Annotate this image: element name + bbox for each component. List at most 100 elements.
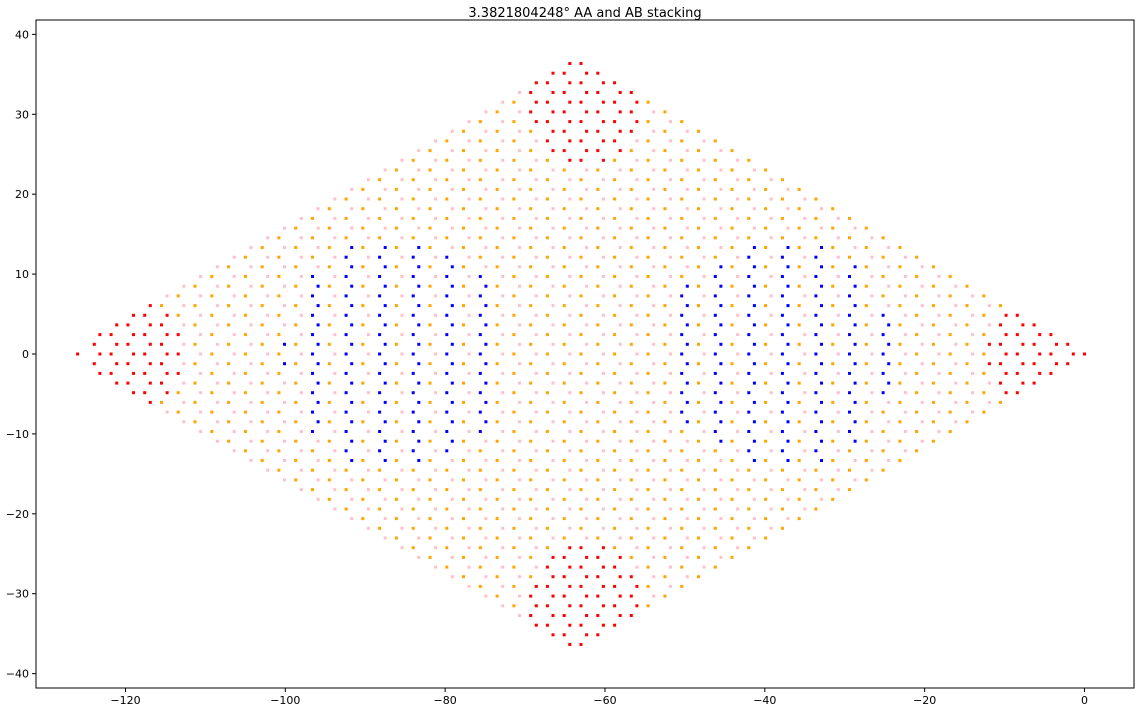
data-point-orange — [512, 488, 516, 492]
data-point-blue — [350, 304, 354, 308]
data-point-blue — [820, 265, 823, 269]
data-point-pink — [601, 410, 605, 414]
data-point-pink — [752, 517, 756, 521]
data-point-blue — [417, 459, 421, 462]
data-point-orange — [697, 478, 700, 482]
data-point-orange — [428, 284, 432, 288]
data-point-blue — [853, 420, 857, 424]
data-point-pink — [299, 410, 303, 414]
data-point-pink — [215, 400, 219, 404]
data-point-blue — [881, 352, 885, 356]
data-point-pink — [484, 459, 488, 462]
data-point-pink — [518, 187, 521, 191]
data-point-red — [160, 323, 163, 327]
data-point-pink — [283, 478, 286, 482]
data-point-orange — [176, 391, 180, 395]
data-point-pink — [417, 478, 421, 482]
data-point-pink — [702, 139, 706, 143]
data-point-blue — [383, 400, 387, 404]
chart-title: 3.3821804248° AA and AB stacking — [468, 6, 701, 21]
data-point-pink — [920, 265, 924, 269]
data-point-pink — [333, 468, 337, 472]
data-point-orange — [361, 226, 365, 230]
data-point-pink — [870, 236, 874, 240]
data-point-orange — [613, 158, 617, 162]
data-point-orange — [579, 468, 583, 472]
data-point-orange — [243, 294, 247, 298]
data-point-red — [160, 342, 163, 346]
data-point-orange — [697, 400, 700, 404]
data-point-pink — [836, 255, 840, 259]
data-point-pink — [736, 391, 740, 395]
data-point-orange — [697, 129, 700, 133]
data-point-pink — [954, 304, 958, 308]
data-point-orange — [764, 168, 768, 172]
data-point-orange — [311, 236, 314, 240]
data-point-blue — [820, 284, 823, 288]
data-point-pink — [215, 304, 219, 308]
data-point-red — [629, 575, 633, 579]
data-point-orange — [730, 149, 734, 153]
data-point-orange — [629, 400, 633, 404]
data-point-pink — [736, 546, 740, 550]
data-point-red — [148, 362, 152, 366]
data-point-orange — [327, 342, 331, 346]
data-point-orange — [294, 439, 298, 443]
data-point-pink — [283, 420, 286, 424]
data-point-orange — [663, 420, 667, 424]
data-point-pink — [585, 226, 589, 230]
data-point-red — [551, 129, 555, 133]
data-point-pink — [769, 430, 773, 433]
data-point-red — [585, 614, 589, 617]
data-point-pink — [669, 430, 672, 433]
data-point-orange — [613, 216, 617, 220]
data-point-orange — [579, 313, 583, 317]
data-point-blue — [411, 313, 415, 317]
data-point-orange — [764, 226, 768, 230]
data-point-pink — [803, 313, 807, 317]
data-point-orange — [915, 333, 919, 337]
data-point-orange — [646, 197, 650, 201]
data-point-pink — [903, 275, 907, 278]
data-point-pink — [971, 333, 975, 337]
data-point-orange — [361, 187, 365, 191]
data-point-orange — [646, 294, 650, 298]
data-point-orange — [462, 284, 465, 288]
data-point-pink — [215, 439, 219, 443]
data-point-pink — [518, 149, 521, 153]
data-point-orange — [747, 197, 751, 201]
data-point-pink — [350, 497, 354, 501]
data-point-red — [601, 584, 605, 588]
data-point-blue — [747, 371, 751, 375]
data-point-orange — [277, 371, 281, 375]
data-point-orange — [915, 449, 919, 453]
data-point-orange — [193, 420, 197, 424]
data-point-orange — [445, 507, 449, 511]
data-point-pink — [752, 187, 756, 191]
data-point-orange — [378, 216, 382, 220]
data-point-red — [613, 604, 617, 608]
data-point-orange — [613, 430, 617, 433]
data-point-pink — [215, 381, 219, 385]
data-point-blue — [350, 420, 354, 424]
data-point-pink — [249, 362, 253, 366]
data-point-orange — [512, 371, 516, 375]
data-point-pink — [702, 410, 706, 414]
data-point-pink — [618, 284, 622, 288]
data-point-orange — [327, 265, 331, 269]
data-point-pink — [820, 478, 823, 482]
data-point-pink — [299, 391, 303, 395]
data-point-pink — [652, 478, 656, 482]
data-point-red — [1055, 362, 1058, 366]
data-point-pink — [803, 352, 807, 356]
data-point-orange — [579, 294, 583, 298]
data-point-orange — [629, 420, 633, 424]
data-point-pink — [467, 468, 471, 472]
data-point-orange — [697, 304, 700, 308]
data-point-orange — [747, 468, 751, 472]
data-point-blue — [747, 255, 751, 259]
data-point-orange — [176, 294, 180, 298]
data-point-pink — [501, 391, 505, 395]
data-point-red — [568, 623, 572, 627]
data-point-blue — [344, 371, 348, 375]
